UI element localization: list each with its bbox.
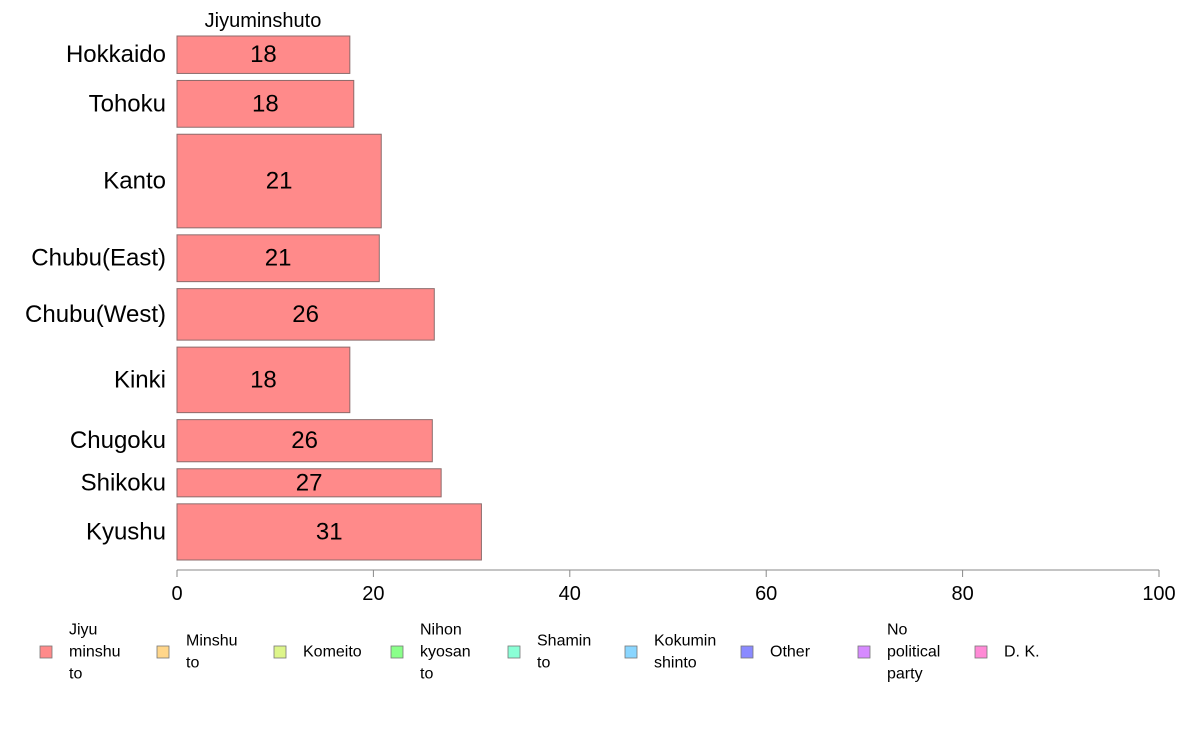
x-tick-label: 80 [951,583,973,605]
legend-swatch [624,645,638,659]
legend-swatch [273,645,287,659]
bar-kyushu [176,503,482,561]
legend-swatch [156,645,170,659]
bar-hokkaido [176,35,351,74]
legend-label: Kokumin shinto [654,633,716,672]
x-tick-label: 40 [559,583,581,605]
bar-chubu-west- [176,288,435,341]
x-tick-label: 0 [171,583,182,605]
category-label: Chubu(East) [31,245,166,272]
x-axis: 0 20 40 60 80 100 [171,569,1176,605]
value-label: 21 [265,245,292,272]
legend-label: No political party [887,622,940,683]
legend-swatch [740,645,754,659]
legend-swatch [507,645,521,659]
bar-chugoku [176,419,433,463]
legend-label: D. K. [1004,644,1040,661]
value-label: 18 [250,366,277,393]
legend-swatch [39,645,53,659]
legend-label: Jiyu minshu to [69,622,121,683]
x-tick-label: 20 [362,583,384,605]
legend-label: Other [770,644,811,661]
legend-swatch [974,645,988,659]
category-label: Kinki [114,366,166,393]
value-label: 31 [316,518,343,545]
legend-label: Shamin to [537,633,591,672]
value-label: 18 [250,41,277,68]
bar-shikoku [176,468,442,498]
legend-label: Minshu to [186,633,238,672]
legend-label: Nihon kyosan to [420,622,471,683]
legend-swatch [390,645,404,659]
category-label: Kyushu [86,518,166,545]
bar-chubu-east- [176,234,380,283]
category-label: Shikoku [81,469,166,496]
value-label: 21 [266,168,293,195]
category-label: Hokkaido [66,41,166,68]
legend: Jiyu minshu to Minshu to Komeito Nihon kyosan to… [39,622,1040,683]
bars-group: Hokkaido 18 Tohoku 18 Kanto 21 Chubu(East) 21 Ch… [25,35,482,561]
legend-label: Komeito [303,644,362,661]
bar-kanto [176,133,382,229]
value-label: 26 [292,301,319,328]
category-label: Chubu(West) [25,301,166,328]
bar-kinki [176,346,351,414]
legend-swatch [857,645,871,659]
value-label: 26 [291,427,318,454]
x-tick-label: 60 [755,583,777,605]
value-label: 18 [252,90,279,117]
value-label: 27 [296,469,323,496]
panel-title: Jiyuminshuto [205,10,322,32]
category-label: Kanto [103,168,166,195]
category-label: Chugoku [70,427,166,454]
category-label: Tohoku [89,90,166,117]
bar-tohoku [176,79,355,128]
x-tick-label: 100 [1142,583,1175,605]
